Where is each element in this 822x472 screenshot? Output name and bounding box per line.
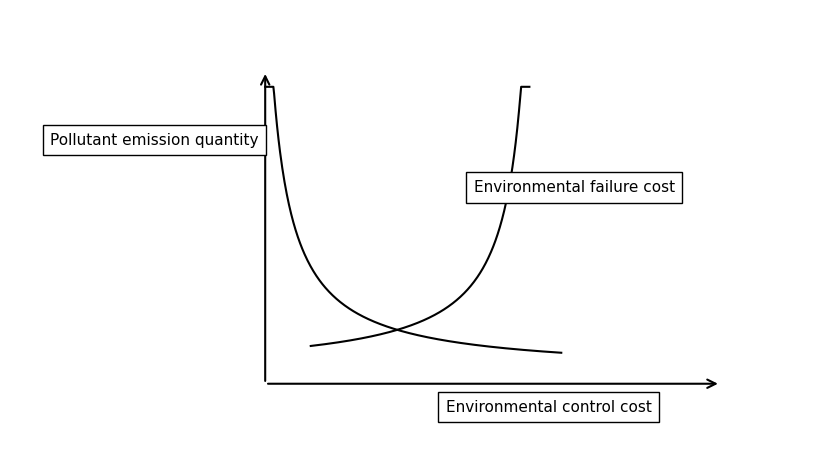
- Text: Pollutant emission quantity: Pollutant emission quantity: [50, 133, 259, 148]
- Text: Environmental failure cost: Environmental failure cost: [473, 180, 675, 195]
- Text: Environmental control cost: Environmental control cost: [446, 400, 652, 415]
